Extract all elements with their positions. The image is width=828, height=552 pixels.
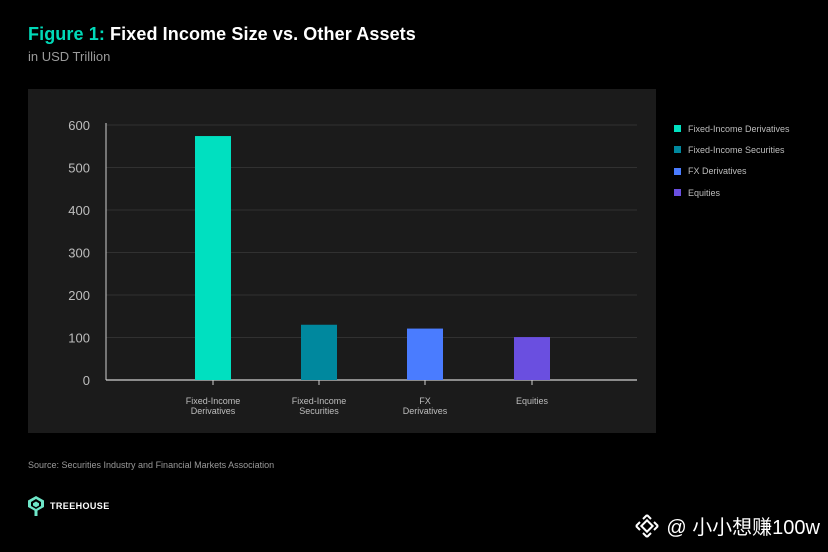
y-tick-label: 600 [68, 118, 90, 133]
legend-item-fixed-income-derivatives: Fixed-Income Derivatives [674, 118, 790, 139]
legend-swatch [674, 125, 681, 133]
x-tick-label: Securities [299, 406, 339, 416]
treehouse-logo-icon [28, 496, 44, 516]
legend-label: Fixed-Income Derivatives [688, 123, 790, 134]
y-tick-label: 100 [68, 331, 90, 346]
x-tick-label: Equities [516, 396, 549, 406]
bar-chart: 0100200300400500600Fixed-IncomeDerivativ… [68, 118, 637, 416]
logo-text: TREEHOUSE [50, 501, 110, 511]
chart-subtitle: in USD Trillion [28, 49, 111, 64]
y-tick-label: 0 [83, 373, 90, 388]
diamond-logo-icon [635, 513, 660, 538]
legend-swatch [674, 146, 681, 154]
page-title: Figure 1: Fixed Income Size vs. Other As… [28, 24, 416, 45]
y-tick-label: 300 [68, 246, 90, 261]
legend-label: Fixed-Income Securities [688, 144, 785, 155]
legend-item-fx-derivatives: FX Derivatives [674, 161, 790, 182]
watermark-text: @ 小小想赚100w [666, 517, 820, 539]
legend-swatch [674, 189, 681, 197]
x-tick-label: Fixed-Income [292, 396, 347, 406]
legend-swatch [674, 167, 681, 175]
bar-fixed-income-derivatives [195, 136, 231, 380]
bar-equities [514, 337, 550, 380]
x-tick-label: Derivatives [403, 406, 448, 416]
figure-label: Figure 1: [28, 24, 105, 44]
legend-label: Equities [688, 187, 721, 198]
y-tick-label: 200 [68, 288, 90, 303]
watermark: @ 小小想赚100w [634, 511, 820, 540]
x-tick-label: Fixed-Income [186, 396, 241, 406]
source-note: Source: Securities Industry and Financia… [28, 460, 275, 470]
y-tick-label: 500 [68, 161, 90, 176]
x-tick-label: Derivatives [191, 406, 236, 416]
x-tick-label: FX [419, 396, 431, 406]
legend-item-equities: Equities [674, 182, 790, 203]
bar-fixed-income-securities [301, 324, 337, 380]
legend-label: FX Derivatives [688, 166, 747, 177]
y-tick-label: 400 [68, 203, 90, 218]
legend-item-fixed-income-securities: Fixed-Income Securities [674, 139, 790, 160]
chart-legend: Fixed-Income Derivatives Fixed-Income Se… [674, 118, 790, 203]
treehouse-logo: TREEHOUSE [28, 496, 110, 516]
bar-fx-derivatives [407, 328, 443, 380]
chart-panel: 0 100 200 300 400 500 600 Fixed-Income Derivativ… [28, 89, 656, 433]
chart-title: Fixed Income Size vs. Other Assets [110, 24, 416, 44]
